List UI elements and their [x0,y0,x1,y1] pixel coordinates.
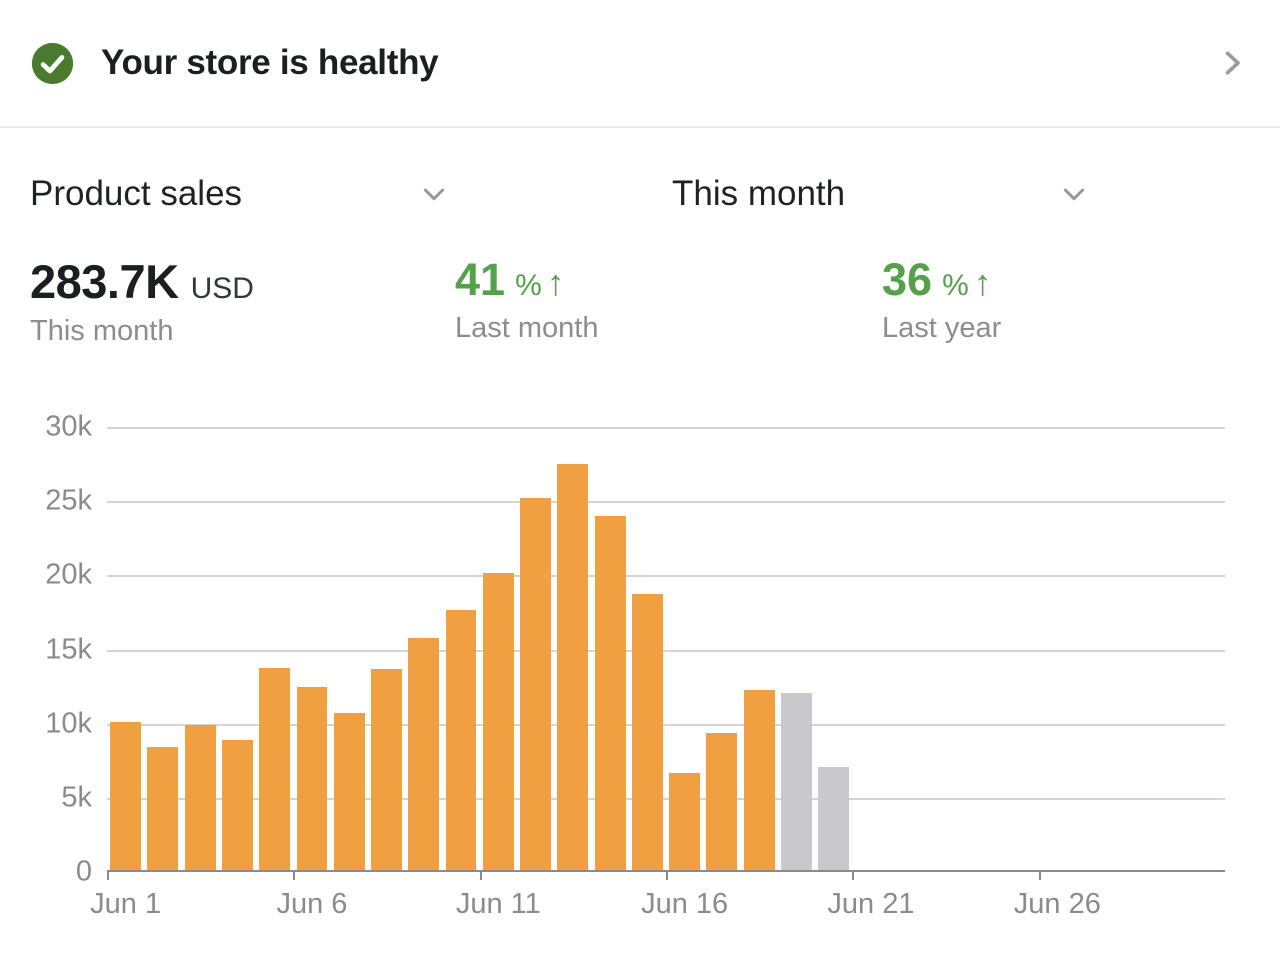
arrow-up-icon: ↑ [546,262,565,303]
chevron-down-icon [1063,188,1085,201]
plot-area [107,427,1225,872]
stat-vs-last-month: 41 % ↑ Last month [455,254,598,345]
bar-jun-16 [669,772,701,870]
bar-jun-13 [557,463,589,870]
bar-jun-18 [743,689,775,870]
bar-jun-10 [445,610,477,870]
percent-sign: % [515,269,542,302]
x-axis-tick [293,872,296,880]
y-axis-tick-label: 25k [45,484,92,517]
chevron-right-icon[interactable] [1214,45,1250,81]
bar-jun-5 [259,667,291,870]
y-axis-tick-label: 20k [45,558,92,591]
bar-jun-9 [408,638,440,870]
x-axis-tick [479,872,482,880]
vs-last-month-caption: Last month [455,312,599,344]
y-axis: 0 5k 10k 15k 20k 25k 30k [0,412,92,886]
gridline [107,723,1225,726]
bar-jun-7 [333,713,365,870]
y-axis-tick-label: 15k [45,633,92,665]
bar-jun-6 [296,686,328,870]
vs-last-year-value: 36 [882,254,933,305]
vs-last-year-caption: Last year [882,312,1002,344]
x-axis-tick-label: Jun 26 [1013,888,1101,920]
gridline [107,649,1225,652]
x-axis-tick-label: Jun 1 [90,888,162,920]
gridline [107,575,1225,578]
store-health-title: Your store is healthy [101,43,439,82]
x-axis: Jun 1 Jun 6 Jun 11 Jun 16 Jun 21 Jun 26 [90,872,1225,932]
bar-jun-17 [706,732,738,870]
bar-jun-4 [221,740,253,870]
metric-selector-label: Product sales [30,174,243,213]
x-axis-tick [852,872,855,880]
x-axis-line [107,870,1225,872]
y-axis-tick-label: 30k [45,410,92,443]
current-total-value: 283.7K [30,255,179,308]
x-axis-tick-label: Jun 21 [827,888,915,920]
metric-selector[interactable]: Product sales [30,166,450,222]
gridline [107,427,1225,429]
period-selector[interactable]: This month [672,166,1090,222]
y-axis-tick-label: 5k [61,781,92,814]
check-circle-icon [31,42,74,84]
store-health-banner[interactable]: Your store is healthy [0,0,1280,128]
gridline [107,501,1225,504]
bar-jun-1 [110,722,142,870]
bar-jun-11 [482,573,514,870]
bar-jun-14 [594,515,626,870]
percent-sign: % [942,269,969,302]
bar-jun-3 [184,725,216,870]
bars-layer [107,427,1225,870]
x-axis-tick [1038,872,1041,880]
period-selector-label: This month [672,174,846,213]
x-axis-tick-label: Jun 16 [641,888,729,920]
bar-jun-19 [780,692,812,870]
arrow-up-icon: ↑ [973,262,992,303]
bar-jun-20 [818,766,850,870]
bar-jun-2 [147,747,179,870]
x-axis-tick [666,872,668,880]
current-total-unit: USD [190,272,254,305]
stat-vs-last-year: 36 % ↑ Last year [882,254,1001,345]
stat-current-total: 283.7K USD This month [30,254,254,348]
x-axis-tick [107,872,109,880]
y-axis-tick-label: 0 [75,855,92,888]
bar-jun-12 [520,497,552,870]
current-total-caption: This month [30,315,174,347]
gridline [107,797,1225,800]
y-axis-tick-label: 10k [45,707,92,740]
chevron-down-icon [423,188,445,201]
x-axis-tick-label: Jun 6 [276,888,348,920]
x-axis-tick-label: Jun 11 [455,888,541,920]
bar-jun-8 [371,669,402,870]
bar-jun-15 [631,593,663,870]
vs-last-month-value: 41 [455,254,506,305]
